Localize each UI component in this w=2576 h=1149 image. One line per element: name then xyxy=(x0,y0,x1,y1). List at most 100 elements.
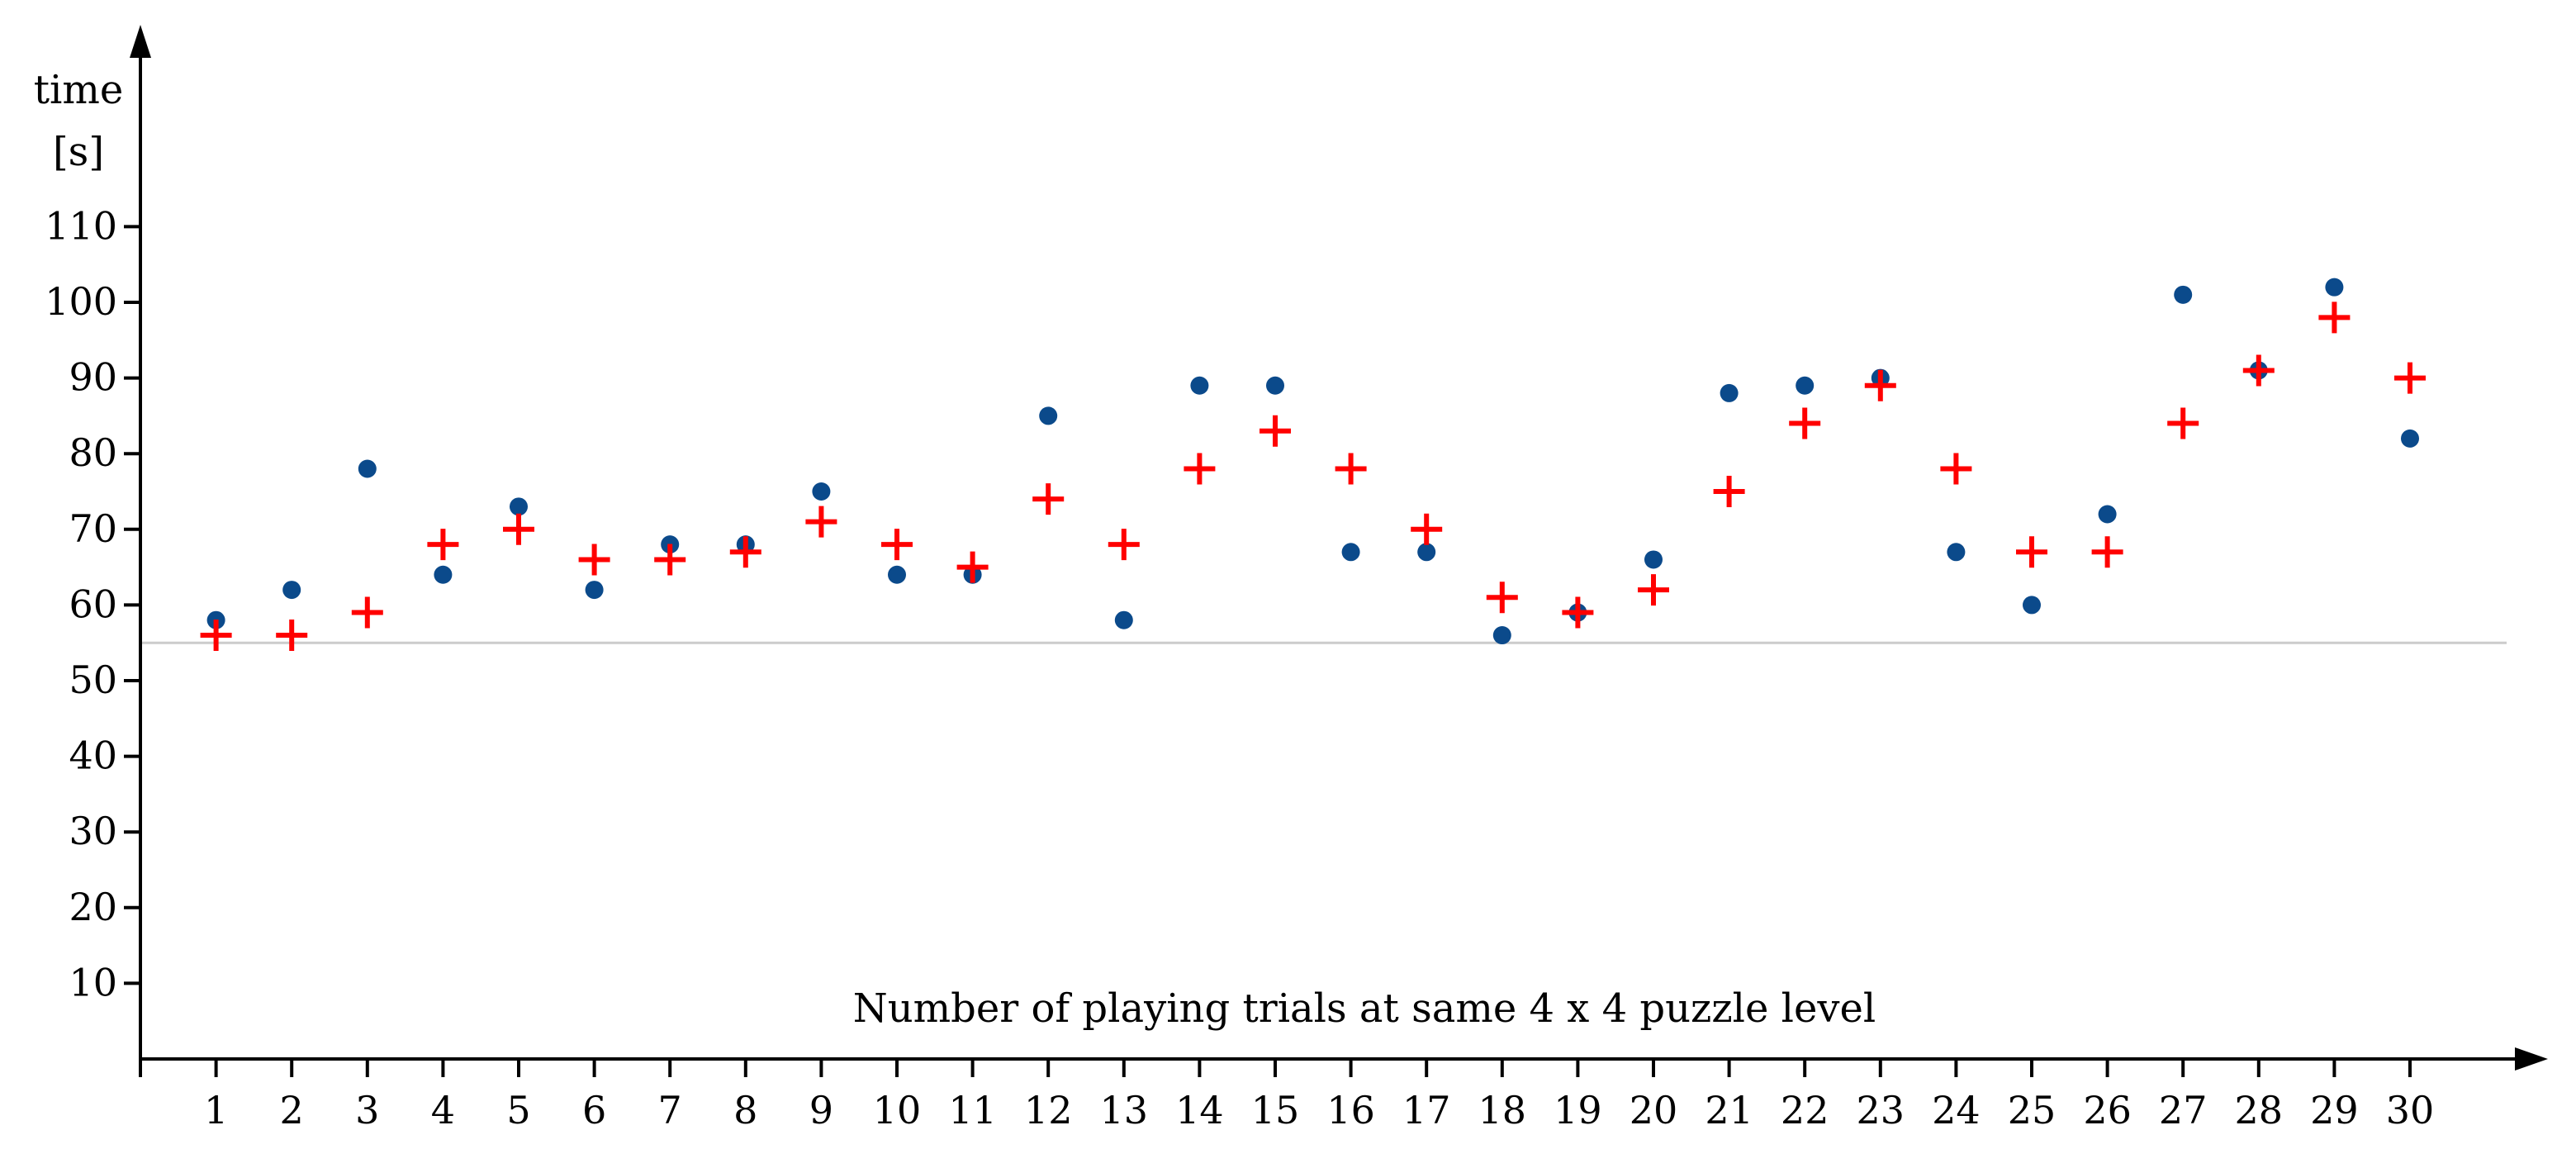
y-tick-label: 10 xyxy=(69,960,117,1004)
plus-data-point xyxy=(1562,596,1594,629)
y-tick-label: 30 xyxy=(69,809,117,853)
plus-data-point xyxy=(1260,415,1291,447)
circle-data-point xyxy=(2174,285,2193,304)
x-tick-label: 24 xyxy=(1932,1088,1981,1132)
plus-data-point xyxy=(2394,362,2426,394)
circle-data-point xyxy=(2401,429,2419,448)
circle-data-point xyxy=(1492,626,1511,645)
x-tick-label: 23 xyxy=(1857,1088,1905,1132)
plus-data-point xyxy=(427,529,459,561)
x-tick-label: 21 xyxy=(1705,1088,1753,1132)
axes xyxy=(130,25,2548,1077)
y-tick-label: 110 xyxy=(45,203,117,248)
plus-data-point xyxy=(2318,301,2351,334)
y-tick-label: 40 xyxy=(69,734,117,778)
x-tick-label: 4 xyxy=(431,1088,455,1132)
x-tick-label: 5 xyxy=(506,1088,530,1132)
x-tick-label: 20 xyxy=(1630,1088,1678,1132)
x-tick-label: 1 xyxy=(204,1088,228,1132)
x-tick-label: 26 xyxy=(2083,1088,2132,1132)
y-tick-label: 20 xyxy=(69,885,117,929)
plus-data-point xyxy=(2016,536,2047,568)
x-tick-label: 15 xyxy=(1251,1088,1300,1132)
x-tick-label: 2 xyxy=(280,1088,304,1132)
x-tick-label: 8 xyxy=(733,1088,757,1132)
circle-data-point xyxy=(812,482,831,501)
circle-data-point xyxy=(2023,596,2041,615)
plus-data-point xyxy=(1411,513,1443,545)
circle-data-point xyxy=(358,459,377,478)
plus-data-point xyxy=(956,551,989,583)
x-tick-label: 7 xyxy=(658,1088,682,1132)
y-tick-label: 100 xyxy=(45,279,117,324)
plus-data-point xyxy=(1864,369,1896,401)
x-tick-label: 6 xyxy=(582,1088,606,1132)
x-tick-label: 17 xyxy=(1402,1088,1451,1132)
plus-data-point xyxy=(2167,407,2199,439)
circle-data-point xyxy=(2325,278,2344,297)
plus-data-point xyxy=(1335,453,1367,485)
x-tick-label: 22 xyxy=(1781,1088,1829,1132)
plus-data-point xyxy=(1486,582,1518,614)
circle-data-point xyxy=(510,497,528,516)
plus-data-point xyxy=(578,544,610,576)
y-tick-label: 60 xyxy=(69,582,117,626)
plus-data-point xyxy=(654,544,686,576)
plus-data-point xyxy=(503,513,534,545)
x-tick-label: 12 xyxy=(1024,1088,1073,1132)
circle-data-point xyxy=(1341,543,1360,562)
circle-data-point xyxy=(1644,550,1663,569)
x-tick-label: 27 xyxy=(2159,1088,2208,1132)
y-axis-title-line1: time xyxy=(34,67,124,113)
x-axis-title: Number of playing trials at same 4 x 4 p… xyxy=(853,985,1876,1032)
plus-data-point xyxy=(1108,529,1140,561)
plus-data-point xyxy=(200,620,232,652)
plus-data-point xyxy=(805,506,837,538)
circle-data-point xyxy=(1266,376,1284,395)
circle-data-point xyxy=(1796,376,1815,395)
plus-data-point xyxy=(1032,483,1065,515)
circle-data-point xyxy=(888,565,906,584)
plus-data-point xyxy=(1940,453,1972,485)
plus-data-point xyxy=(1638,574,1669,606)
x-tick-label: 29 xyxy=(2310,1088,2359,1132)
plus-data-point xyxy=(2242,354,2275,387)
x-tick-label: 13 xyxy=(1100,1088,1149,1132)
circle-data-point xyxy=(1190,376,1209,395)
circle-data-point xyxy=(1039,406,1058,425)
x-tick-label: 28 xyxy=(2235,1088,2284,1132)
y-tick-label: 80 xyxy=(69,430,117,475)
y-axis-arrow-icon xyxy=(130,25,151,58)
x-tick-label: 3 xyxy=(355,1088,379,1132)
circle-data-point xyxy=(1114,610,1133,629)
plus-data-point xyxy=(729,536,761,568)
y-tick-label: 70 xyxy=(69,506,117,551)
circle-data-point xyxy=(1947,543,1966,562)
plus-data-point xyxy=(1713,476,1745,507)
plus-data-point xyxy=(2091,536,2123,568)
circle-data-point xyxy=(282,581,301,600)
y-axis-title-line2: [s] xyxy=(53,129,104,175)
plus-data-point xyxy=(1184,453,1216,485)
x-tick-label: 11 xyxy=(948,1088,997,1132)
x-tick-label: 14 xyxy=(1175,1088,1224,1132)
plus-data-point xyxy=(1789,407,1821,439)
circle-data-point xyxy=(585,581,604,600)
x-tick-label: 25 xyxy=(2008,1088,2057,1132)
circle-data-point xyxy=(1417,543,1436,562)
x-tick-label: 9 xyxy=(809,1088,833,1132)
x-tick-label: 30 xyxy=(2386,1088,2435,1132)
data-points xyxy=(200,278,2426,652)
y-tick-label: 90 xyxy=(69,355,117,400)
x-axis-arrow-icon xyxy=(2515,1047,2548,1071)
plus-data-point xyxy=(351,596,383,629)
x-tick-label: 19 xyxy=(1554,1088,1602,1132)
x-tick-label: 10 xyxy=(873,1088,922,1132)
y-tick-label: 50 xyxy=(69,658,117,702)
circle-data-point xyxy=(2098,505,2117,524)
plus-data-point xyxy=(276,620,308,652)
plus-data-point xyxy=(881,529,913,561)
x-tick-label: 16 xyxy=(1326,1088,1375,1132)
